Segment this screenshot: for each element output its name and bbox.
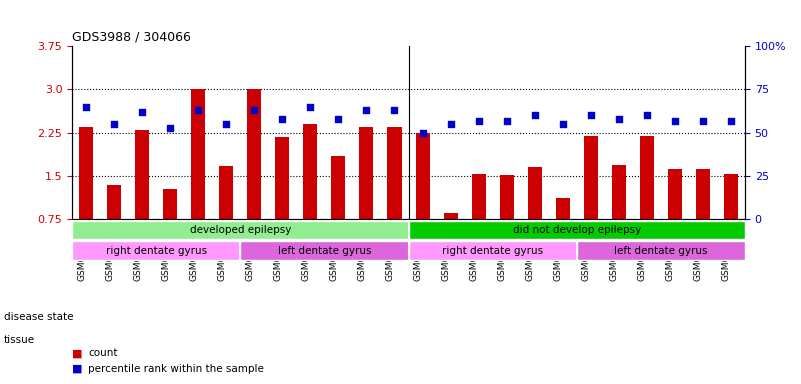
Point [696,118,710,124]
Bar [360,127,373,220]
Text: right dentate gyrus: right dentate gyrus [106,246,207,256]
Point [584,113,597,119]
Bar [444,213,457,220]
Text: ■: ■ [72,364,83,374]
Bar [472,174,485,220]
Text: GDS3988 / 304066: GDS3988 / 304066 [72,30,191,43]
FancyBboxPatch shape [409,220,745,239]
Bar [135,130,149,220]
Bar [219,166,233,220]
Bar [584,136,598,220]
Point [417,130,429,136]
Bar [500,175,513,220]
Bar [612,165,626,220]
Point [556,121,569,127]
Bar [191,89,205,220]
Text: count: count [88,348,118,358]
Text: tissue: tissue [4,335,35,345]
Point [360,107,373,113]
Text: ■: ■ [72,348,83,358]
Point [276,116,289,122]
Text: developed epilepsy: developed epilepsy [190,225,291,235]
Point [107,121,120,127]
Point [724,118,737,124]
Point [388,107,400,113]
FancyBboxPatch shape [72,220,409,239]
Point [80,104,92,110]
Bar [668,169,682,220]
Point [444,121,457,127]
Text: left dentate gyrus: left dentate gyrus [278,246,371,256]
Bar [724,174,738,220]
Bar [696,169,710,220]
Bar [640,136,654,220]
Point [641,113,654,119]
Point [219,121,233,127]
Bar [79,127,93,220]
Text: disease state: disease state [4,312,74,322]
FancyBboxPatch shape [409,242,577,260]
Bar [556,198,570,220]
Bar [388,127,401,220]
Bar [248,89,261,220]
Point [192,107,205,113]
Point [668,118,681,124]
Point [332,116,345,122]
Point [612,116,625,122]
Bar [304,124,317,220]
Bar [528,167,541,220]
Text: right dentate gyrus: right dentate gyrus [442,246,543,256]
Bar [107,185,121,220]
Bar [332,157,345,220]
Point [304,104,317,110]
Point [248,107,261,113]
Text: left dentate gyrus: left dentate gyrus [614,246,707,256]
FancyBboxPatch shape [577,242,745,260]
Text: percentile rank within the sample: percentile rank within the sample [88,364,264,374]
Point [473,118,485,124]
Point [529,113,541,119]
Bar [276,137,289,220]
Point [164,124,177,131]
FancyBboxPatch shape [240,242,409,260]
Bar [416,133,429,220]
Point [136,109,149,115]
FancyBboxPatch shape [72,242,240,260]
Text: did not develop epilepsy: did not develop epilepsy [513,225,641,235]
Point [500,118,513,124]
Bar [163,189,177,220]
